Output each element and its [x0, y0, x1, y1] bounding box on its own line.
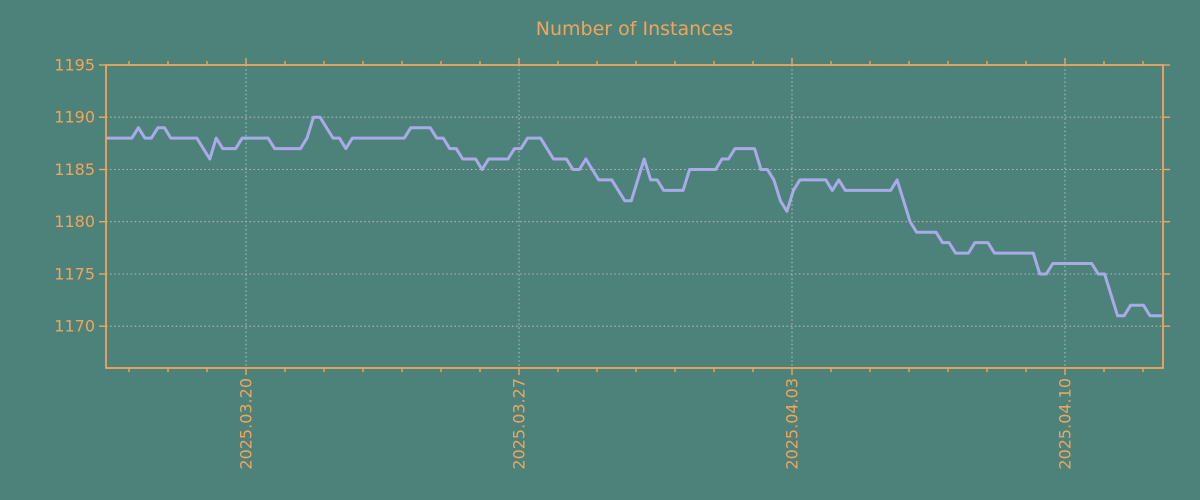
chart-title: Number of Instances — [535, 18, 734, 40]
x-tick-label: 2025.04.10 — [1056, 378, 1075, 470]
x-tick-label: 2025.04.03 — [783, 378, 802, 470]
axes-frame — [105, 64, 1164, 369]
y-tick-label: 1190 — [54, 108, 95, 127]
y-tick-label: 1175 — [54, 265, 95, 284]
y-tick-label: 1180 — [54, 212, 95, 231]
data-series-line — [106, 115, 1163, 318]
y-tick-label: 1185 — [54, 160, 95, 179]
x-tick-label: 2025.03.20 — [237, 378, 256, 470]
y-tick-label: 1195 — [54, 56, 95, 75]
x-tick-label: 2025.03.27 — [510, 378, 529, 470]
y-tick-label: 1170 — [54, 317, 95, 336]
